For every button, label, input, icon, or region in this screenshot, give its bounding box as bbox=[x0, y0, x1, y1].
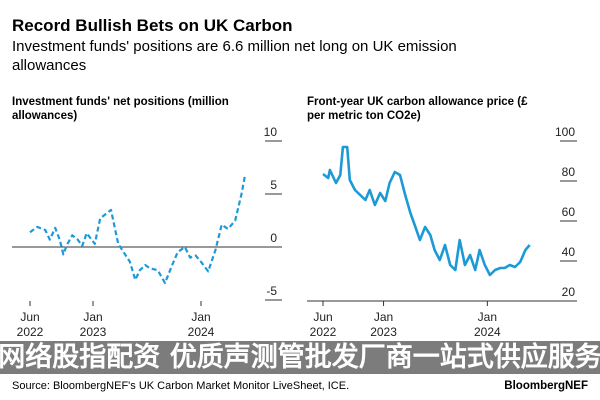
left-panel-title-line1: Investment funds' net positions (million bbox=[12, 96, 229, 108]
chart-subtitle-line1: Investment funds' positions are 6.6 mill… bbox=[12, 38, 457, 55]
x-tick-label-year: 2023 bbox=[370, 325, 397, 339]
brand-logo: BloombergNEF bbox=[504, 380, 588, 392]
price-line bbox=[322, 145, 531, 277]
y-tick-label: 100 bbox=[555, 125, 575, 139]
x-tick-label-month: Jan bbox=[83, 310, 102, 324]
x-tick-label-year: 2022 bbox=[310, 325, 337, 339]
x-tick-label-year: 2023 bbox=[80, 325, 107, 339]
y-tick-label: -5 bbox=[266, 284, 277, 298]
right-panel-title-line2: per metric ton CO2e) bbox=[307, 110, 421, 122]
y-tick-label: 40 bbox=[562, 245, 576, 259]
x-tick-label-month: Jan bbox=[478, 310, 497, 324]
y-tick-label: 0 bbox=[270, 231, 277, 245]
x-tick-label-month: Jun bbox=[20, 310, 39, 324]
source-note: Source: BloombergNEF's UK Carbon Market … bbox=[12, 380, 349, 392]
y-tick-label: 20 bbox=[562, 285, 576, 299]
x-tick-label-month: Jun bbox=[313, 310, 332, 324]
x-tick-label-month: Jan bbox=[191, 310, 210, 324]
x-tick-label-year: 2024 bbox=[474, 325, 501, 339]
chart-title: Record Bullish Bets on UK Carbon bbox=[12, 16, 293, 35]
right-panel-title-line1: Front-year UK carbon allowance price (£ bbox=[307, 96, 528, 108]
x-tick-label-year: 2024 bbox=[188, 325, 215, 339]
x-tick-label-month: Jan bbox=[374, 310, 393, 324]
y-tick-label: 10 bbox=[264, 125, 278, 139]
net-positions-line bbox=[29, 174, 247, 285]
overlay-banner: 网络股指配资 优质声测管批发厂商一站式供应服务 bbox=[0, 341, 600, 374]
y-tick-label: 60 bbox=[562, 205, 576, 219]
x-tick-label-year: 2022 bbox=[17, 325, 44, 339]
overlay-banner-text: 网络股指配资 优质声测管批发厂商一站式供应服务 bbox=[0, 342, 600, 373]
y-tick-label: 5 bbox=[270, 178, 277, 192]
y-tick-label: 80 bbox=[562, 165, 576, 179]
left-panel-title-line2: allowances) bbox=[12, 110, 77, 122]
chart-subtitle-line2: allowances bbox=[12, 57, 86, 74]
